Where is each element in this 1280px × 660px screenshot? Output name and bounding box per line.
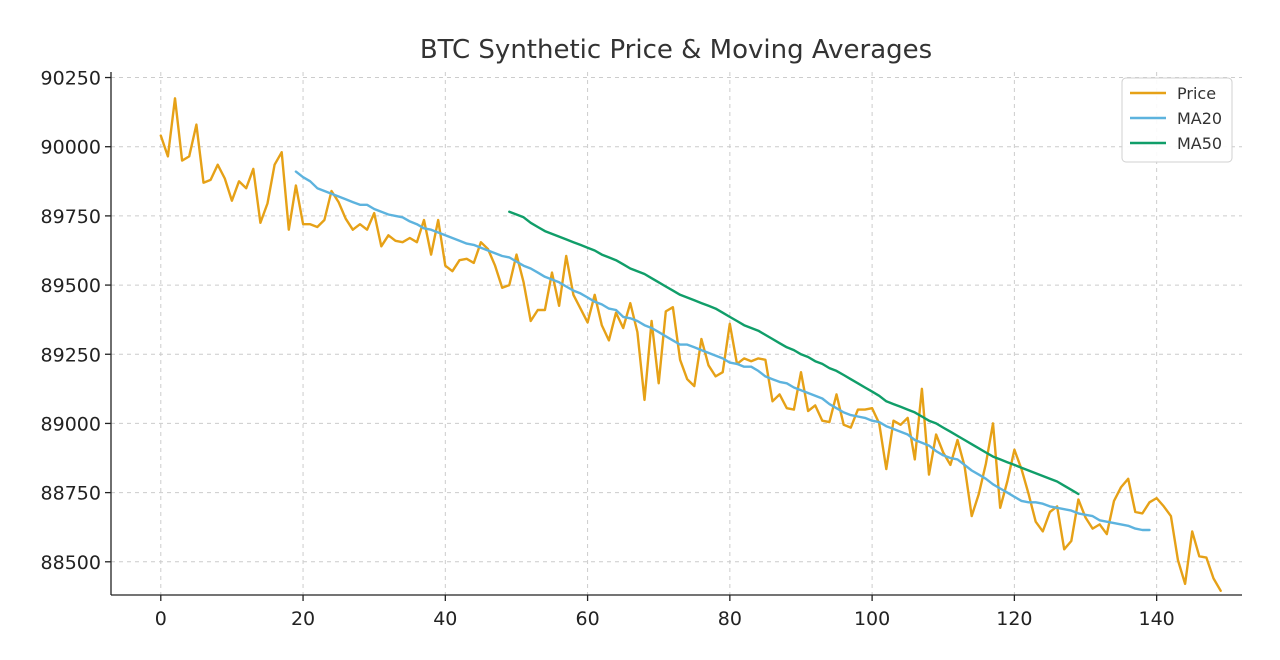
legend-label: MA20 (1177, 109, 1222, 128)
y-tick-label: 89500 (41, 275, 101, 297)
series-layer (159, 97, 1222, 592)
x-tick-label: 40 (433, 608, 457, 630)
x-tick-label: 120 (996, 608, 1032, 630)
y-tick-label: 90250 (41, 68, 101, 90)
y-tick-label: 89250 (41, 344, 101, 366)
x-tick-label: 140 (1139, 608, 1175, 630)
x-tick-label: 100 (854, 608, 890, 630)
y-tick-label: 88750 (41, 483, 101, 505)
x-tick-label: 80 (718, 608, 742, 630)
legend-box (1121, 77, 1233, 163)
legend: Price MA20 MA50 (1121, 77, 1233, 163)
grid (111, 72, 1242, 595)
axes (110, 72, 1242, 596)
ticks: 0 20 40 60 80 100 120 140 88500 88750 89000 89250 89… (41, 68, 1175, 630)
series-line-price (159, 97, 1222, 592)
y-tick-label: 89750 (41, 206, 101, 228)
x-tick-label: 20 (291, 608, 315, 630)
series-line-ma20 (294, 170, 1151, 532)
y-tick-label: 90000 (41, 137, 101, 159)
series-line-ma50 (508, 210, 1080, 496)
y-tick-label: 89000 (41, 413, 101, 435)
chart-title: BTC Synthetic Price & Moving Averages (420, 35, 932, 65)
legend-label: Price (1177, 84, 1216, 103)
x-tick-label: 60 (575, 608, 599, 630)
x-tick-label: 0 (155, 608, 167, 630)
legend-label: MA50 (1177, 134, 1222, 153)
y-tick-label: 88500 (41, 552, 101, 574)
